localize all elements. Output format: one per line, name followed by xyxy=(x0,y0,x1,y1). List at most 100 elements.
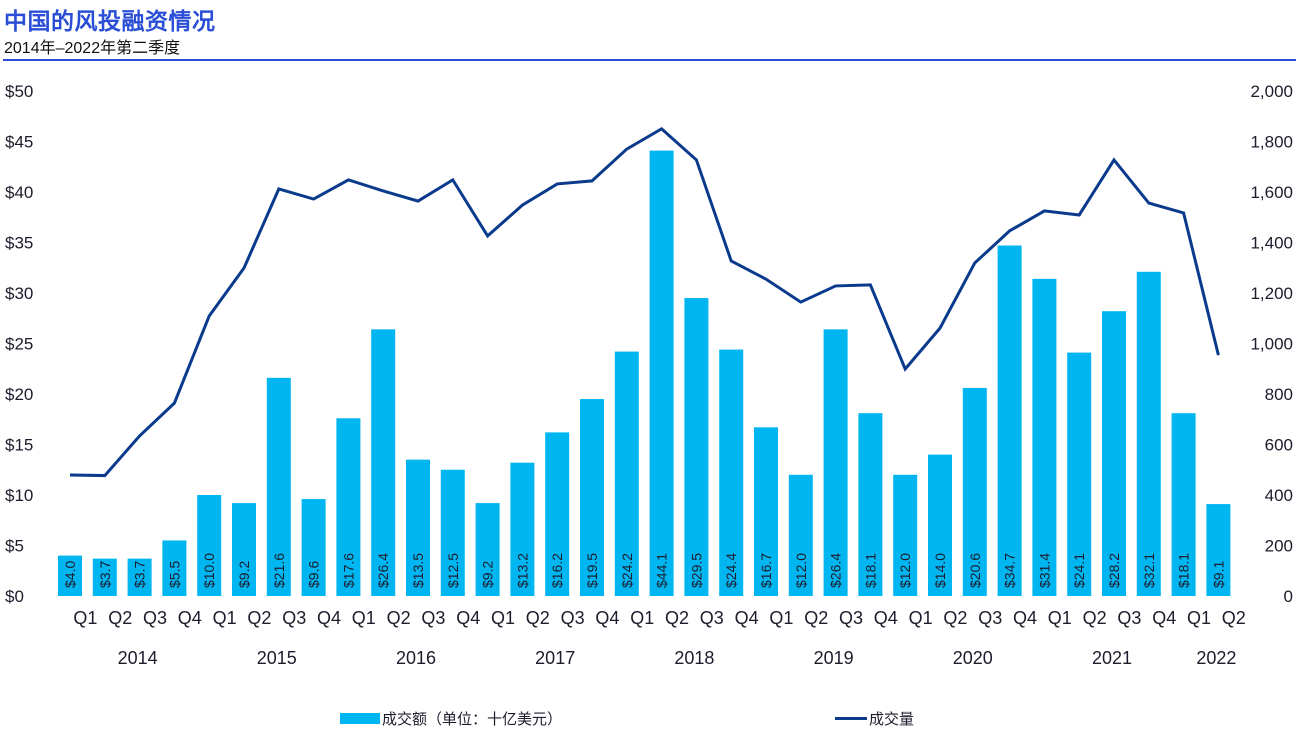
right-axis-tick-label: 1,800 xyxy=(1250,133,1293,152)
bar-data-label: $12.0 xyxy=(793,553,809,588)
x-axis-quarter-label: Q2 xyxy=(526,608,550,628)
bar-data-label: $9.2 xyxy=(480,561,496,588)
bar-data-label: $18.1 xyxy=(862,553,878,588)
bar xyxy=(127,558,152,596)
bar xyxy=(858,413,883,596)
bar-data-label: $19.5 xyxy=(584,553,600,588)
chart-subtitle: 2014年–2022年第二季度 xyxy=(4,40,181,57)
x-axis-quarter-label: Q1 xyxy=(769,608,793,628)
right-axis-tick-label: 600 xyxy=(1265,436,1293,455)
x-axis-quarter-label: Q2 xyxy=(1222,608,1246,628)
bar-data-label: $12.0 xyxy=(897,553,913,588)
bar xyxy=(162,540,187,596)
bar-data-label: $3.7 xyxy=(132,561,148,588)
x-axis-quarter-label: Q2 xyxy=(108,608,132,628)
right-y-axis: 0 200 400 600 800 1,000 1,200 1,400 1,600 1,800 2,… xyxy=(1250,82,1293,606)
x-axis-quarter-label: Q2 xyxy=(387,608,411,628)
bar xyxy=(1067,352,1092,596)
left-axis-tick-label: $5 xyxy=(5,537,24,556)
bar-data-label: $12.5 xyxy=(445,553,461,588)
x-axis-year-label: 2016 xyxy=(396,648,436,668)
x-axis-quarter-label: Q2 xyxy=(665,608,689,628)
x-axis-quarter-label: Q3 xyxy=(700,608,724,628)
x-axis-quarter-label: Q1 xyxy=(352,608,376,628)
bar xyxy=(510,462,535,596)
header-divider xyxy=(3,59,1296,61)
x-axis-quarter-label: Q4 xyxy=(735,608,759,628)
right-axis-tick-label: 400 xyxy=(1265,486,1293,505)
x-axis-quarter-label: Q4 xyxy=(874,608,898,628)
bar-data-label: $44.1 xyxy=(654,553,670,588)
bar-data-label: $5.5 xyxy=(166,561,182,588)
bar-data-label: $24.1 xyxy=(1071,553,1087,588)
x-axis-year-label: 2018 xyxy=(674,648,714,668)
x-axis-quarter-label: Q4 xyxy=(1013,608,1037,628)
bar xyxy=(1206,504,1231,596)
bar-data-label: $32.1 xyxy=(1141,553,1157,588)
bar-data-label: $9.6 xyxy=(306,561,322,588)
x-axis-quarter-label: Q3 xyxy=(143,608,167,628)
bar xyxy=(719,349,744,596)
bar-data-label: $20.6 xyxy=(967,553,983,588)
line-path xyxy=(69,127,1220,478)
x-axis-quarter-label: Q4 xyxy=(317,608,341,628)
bar xyxy=(1136,271,1161,596)
bar-data-label: $3.7 xyxy=(97,561,113,588)
x-axis-quarter-labels: Q1 Q2 Q3 Q4 Q1 Q2 Q3 Q4 Q1 Q2 Q3 Q4 Q1 Q2 Q3 Q4 Q1 Q2 Q3 Q4… xyxy=(73,608,1245,628)
bar-data-labels: $4.0 $3.7 $3.7 $5.5 $10.0 $9.2 $21.6 $9.6 $17.6 $… xyxy=(62,553,1226,588)
x-axis-quarter-label: Q3 xyxy=(839,608,863,628)
legend-bar-swatch xyxy=(340,713,380,724)
bar xyxy=(1032,278,1057,596)
x-axis-year-label: 2020 xyxy=(953,648,993,668)
bar-data-label: $26.4 xyxy=(375,553,391,588)
bar-data-label: $24.2 xyxy=(619,553,635,588)
left-axis-tick-label: $25 xyxy=(5,335,33,354)
x-axis-year-label: 2017 xyxy=(535,648,575,668)
bar xyxy=(684,298,709,596)
x-axis-quarter-label: Q3 xyxy=(1117,608,1141,628)
left-axis-tick-label: $35 xyxy=(5,234,33,253)
bar-data-label: $14.0 xyxy=(932,553,948,588)
bar-data-label: $17.6 xyxy=(340,553,356,588)
x-axis-quarter-label: Q2 xyxy=(804,608,828,628)
left-axis-tick-label: $20 xyxy=(5,385,33,404)
bar xyxy=(823,329,848,596)
bar xyxy=(58,555,82,596)
x-axis-quarter-label: Q2 xyxy=(1083,608,1107,628)
x-axis-quarter-label: Q1 xyxy=(213,608,237,628)
bar xyxy=(928,454,952,596)
right-axis-tick-label: 0 xyxy=(1284,587,1293,606)
x-axis-quarter-label: Q2 xyxy=(943,608,967,628)
right-axis-tick-label: 1,000 xyxy=(1250,335,1293,354)
bar-data-label: $24.4 xyxy=(723,553,739,588)
bar-data-label: $4.0 xyxy=(62,561,78,588)
x-axis-quarter-label: Q2 xyxy=(247,608,271,628)
bar xyxy=(197,495,222,596)
bar xyxy=(1102,311,1126,596)
bar-data-label: $18.1 xyxy=(1176,553,1192,588)
x-axis-quarter-label: Q1 xyxy=(1187,608,1211,628)
left-axis-tick-label: $15 xyxy=(5,436,33,455)
left-axis-tick-label: $45 xyxy=(5,133,33,152)
bar xyxy=(406,459,430,596)
right-axis-tick-label: 1,400 xyxy=(1250,234,1293,253)
bar xyxy=(788,474,813,596)
x-axis-quarter-label: Q3 xyxy=(282,608,306,628)
legend-bar-label: 成交额（单位：十亿美元） xyxy=(382,711,563,728)
x-axis-quarter-label: Q3 xyxy=(561,608,585,628)
left-axis-tick-label: $50 xyxy=(5,82,33,101)
bar-data-label: $13.5 xyxy=(410,553,426,588)
bar-data-label: $13.2 xyxy=(514,553,530,588)
bar xyxy=(962,387,987,596)
x-axis-quarter-label: Q4 xyxy=(595,608,619,628)
bar-data-label: $9.2 xyxy=(236,561,252,588)
bar xyxy=(266,377,291,596)
left-axis-tick-label: $40 xyxy=(5,183,33,202)
x-axis-year-label: 2015 xyxy=(257,648,297,668)
bar xyxy=(440,469,465,596)
bar-data-label: $10.0 xyxy=(201,553,217,588)
bar-data-label: $28.2 xyxy=(1106,553,1122,588)
bar xyxy=(649,150,674,596)
bar xyxy=(893,474,918,596)
bar-data-label: $31.4 xyxy=(1036,553,1052,588)
